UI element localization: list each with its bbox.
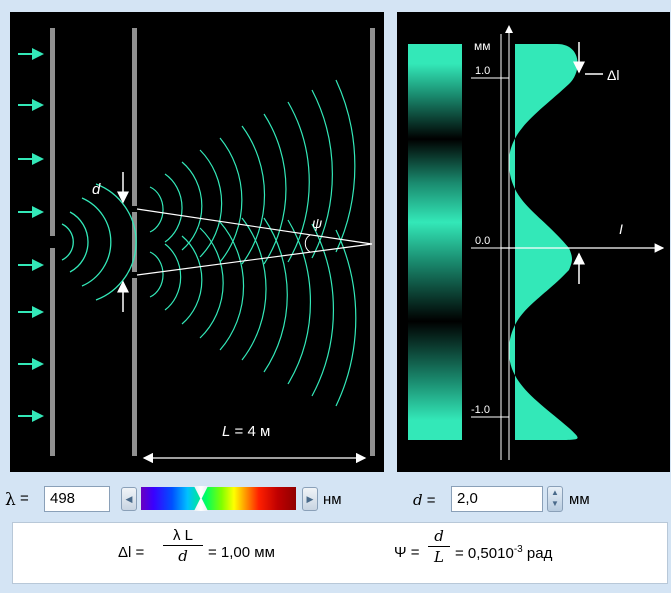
angle-formula-numerator: d <box>434 527 444 545</box>
angle-label: ψ <box>312 215 322 231</box>
intensity-label: I <box>619 221 623 237</box>
tick-label-mid: 0.0 <box>475 235 490 247</box>
wavelength-increase-button[interactable]: ▶ <box>302 487 318 511</box>
angle-formula-fraction: d L <box>428 527 450 566</box>
wavefronts-double <box>149 79 357 407</box>
wavelength-input[interactable]: 498 <box>44 486 110 512</box>
incident-light-arrows <box>18 48 44 422</box>
controls-bar: λ = 498 ◀ ▶ нм d = 2,0 ▲ ▼ мм <box>0 478 671 518</box>
tick-label-bottom: -1.0 <box>471 404 490 416</box>
delta-label: Δl <box>607 67 619 83</box>
tick-label-top: 1.0 <box>475 65 490 77</box>
lambda-equals: = <box>20 490 29 507</box>
interference-pattern-panel: мм 1.0 0.0 -1.0 I Δl <box>397 12 670 472</box>
lambda-symbol: λ <box>5 490 16 510</box>
slit-spacing-label: d <box>92 181 101 198</box>
fringe-pattern <box>408 44 462 440</box>
screen-barrier <box>370 28 375 456</box>
angle-formula-result: = 0,5010-3 рад <box>455 544 553 562</box>
slit-distance-unit: мм <box>569 491 590 508</box>
distance-label: L = 4 м <box>222 423 270 440</box>
double-slit-barrier <box>132 28 137 456</box>
formula-panel: Δl = λ L d = 1,00 мм Ψ = d L = 0,5010-3 … <box>12 522 668 584</box>
angle-formula-denominator: L <box>434 548 444 566</box>
wavelength-unit: нм <box>323 491 342 508</box>
axis-unit-label: мм <box>474 39 491 53</box>
slit-distance-input[interactable]: 2,0 <box>451 486 543 512</box>
intensity-curve <box>509 44 578 440</box>
slit-distance-spinner[interactable]: ▲ ▼ <box>547 486 563 512</box>
angle-arc <box>304 234 311 253</box>
slit-distance-label: d = <box>413 491 436 509</box>
intensity-plot: мм 1.0 0.0 -1.0 I Δl <box>408 25 665 460</box>
wavelength-decrease-button[interactable]: ◀ <box>121 487 137 511</box>
vertical-axis <box>471 25 513 460</box>
fringe-width-numerator: λ L <box>172 527 193 544</box>
wavelength-slider-thumb[interactable] <box>194 486 208 511</box>
wavefronts-single <box>61 183 137 301</box>
wave-diagram-panel: d ψ L = 4 м <box>10 12 384 472</box>
single-slit-barrier <box>50 28 55 456</box>
fringe-width-lhs: Δl = <box>118 544 145 561</box>
angle-formula-lhs: Ψ = <box>394 544 420 561</box>
wave-diagram: d ψ L = 4 м <box>18 28 375 464</box>
wavelength-spectrum-slider[interactable] <box>141 487 296 510</box>
delta-arrows <box>573 42 603 284</box>
path-rays <box>136 208 373 276</box>
fringe-width-result: = 1,00 мм <box>208 544 275 561</box>
fringe-width-denominator: d <box>178 547 188 565</box>
fringe-width-fraction: λ L d <box>163 527 203 565</box>
